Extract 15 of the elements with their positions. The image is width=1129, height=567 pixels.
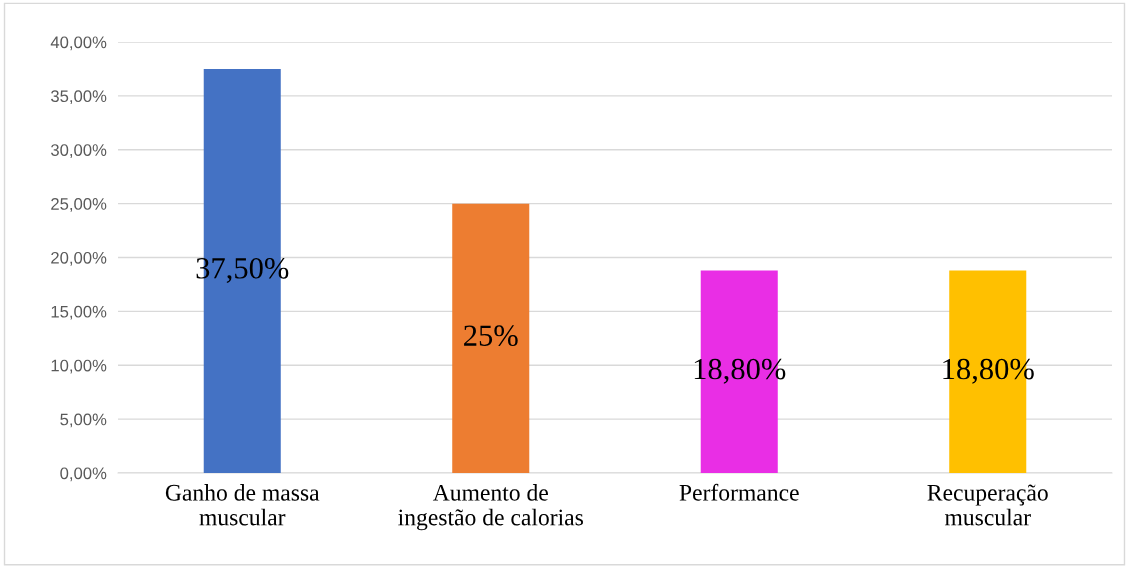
x-tick-label: Ganho de massa muscular <box>165 484 320 526</box>
y-tick-label: 5,00% <box>60 413 107 428</box>
y-tick-label: 10,00% <box>51 359 107 374</box>
y-tick-label: 20,00% <box>51 251 107 266</box>
x-tick-label: Performance <box>679 483 799 501</box>
bar <box>452 203 530 473</box>
y-tick-label: 35,00% <box>51 90 107 105</box>
y-tick-label: 15,00% <box>51 305 107 320</box>
x-tick-label: Aumento de ingestão de calorias <box>398 484 583 531</box>
y-tick-label: 30,00% <box>51 144 107 158</box>
y-tick-label: 0,00% <box>60 467 107 482</box>
x-tick-label: Recuperação muscular <box>927 484 1048 526</box>
y-tick-label: 25,00% <box>51 198 107 212</box>
y-tick-label: 40,00% <box>50 36 107 51</box>
data-label: 25% <box>464 325 518 347</box>
